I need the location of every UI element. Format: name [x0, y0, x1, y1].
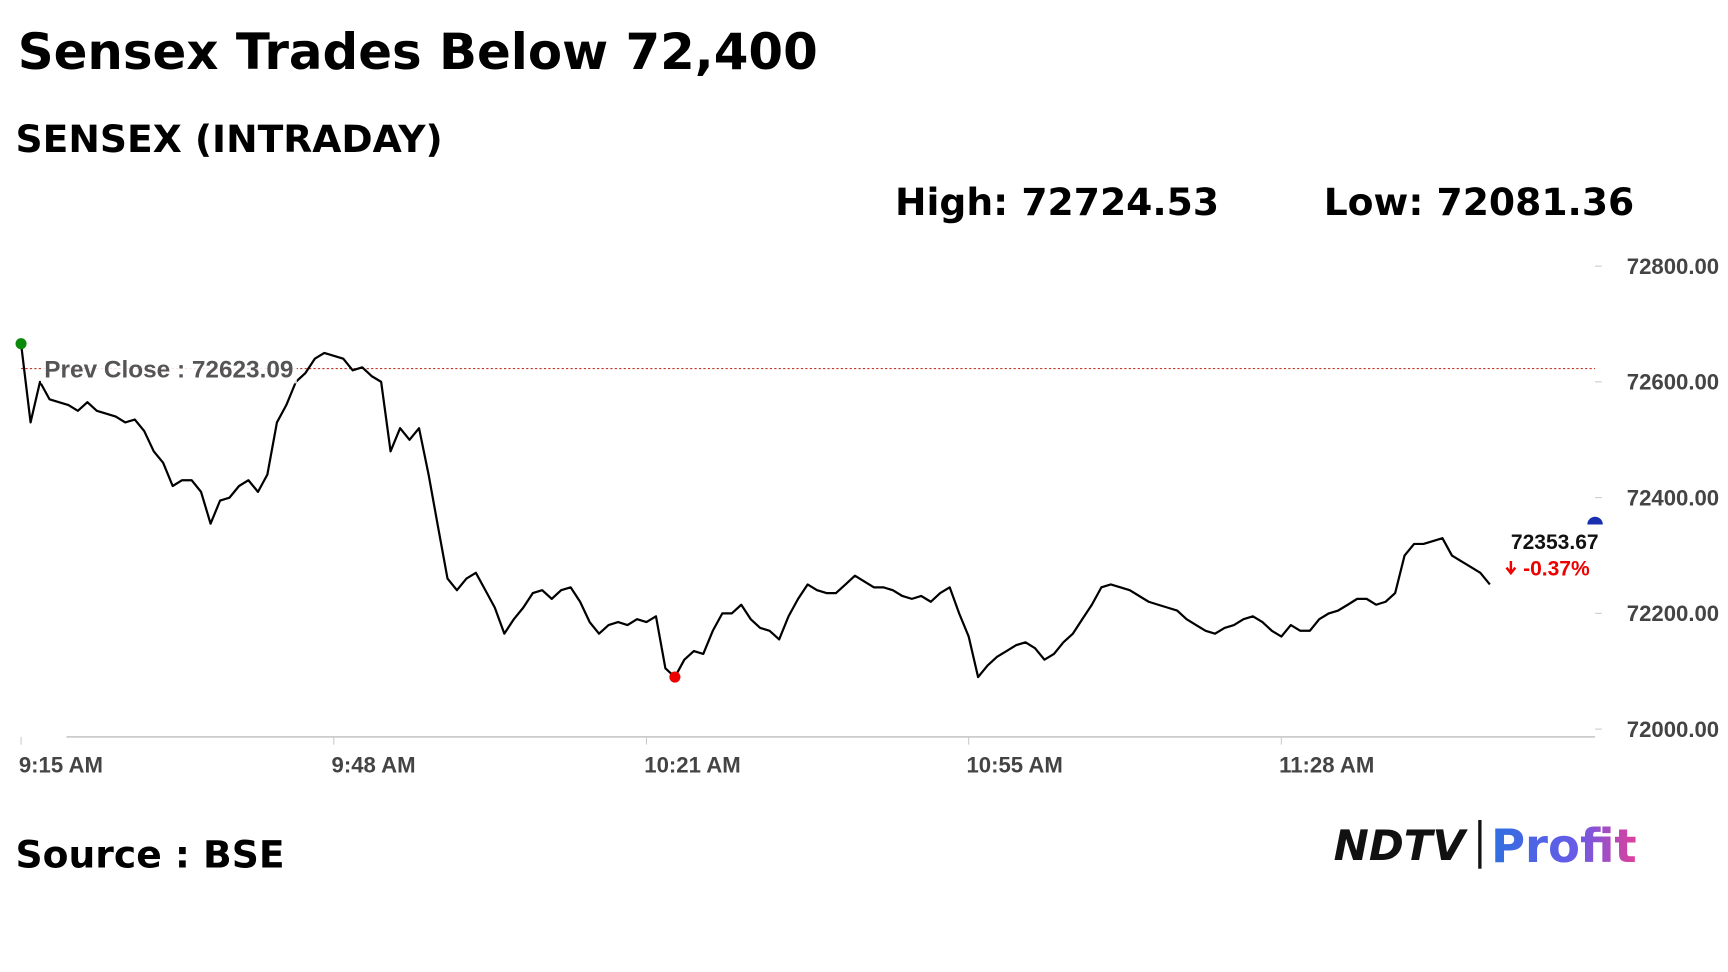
x-tick-label: 9:15 AM [19, 752, 103, 777]
y-tick-label: 72000.00 [1627, 717, 1719, 742]
x-tick-label: 10:55 AM [966, 752, 1062, 777]
y-tick-label: 72800.00 [1627, 254, 1719, 279]
logo-product: Profit [1491, 819, 1637, 873]
y-tick-label: 72400.00 [1627, 485, 1719, 510]
chart-subtitle: SENSEX (INTRADAY) [16, 117, 443, 161]
low-label: Low: 72081.36 [1324, 180, 1635, 224]
y-tick-label: 72600.00 [1627, 370, 1719, 395]
prev-close-label: Prev Close : 72623.09 [44, 356, 293, 383]
logo-brand: NDTV [1334, 821, 1469, 870]
x-tick-label: 9:48 AM [332, 752, 416, 777]
y-tick-label: 72200.00 [1627, 601, 1719, 626]
logo: NDTV Profit [1334, 819, 1637, 873]
source: Source : BSE [16, 833, 285, 877]
x-tick-label: 10:21 AM [644, 752, 740, 777]
last-value-marker [1587, 516, 1603, 525]
price-line [19, 343, 1491, 679]
last-value-label: 72353.67 [1511, 531, 1599, 554]
open-marker [15, 338, 27, 350]
down-arrow [1505, 560, 1517, 576]
prev-close-label-bg [40, 356, 297, 384]
high-label: High: 72724.53 [895, 180, 1219, 224]
x-tick-label: 11:28 AM [1279, 752, 1374, 777]
chart-title: Sensex Trades Below 72,400 [18, 23, 818, 81]
change-label: -0.37% [1523, 557, 1590, 580]
low-marker [669, 671, 681, 683]
